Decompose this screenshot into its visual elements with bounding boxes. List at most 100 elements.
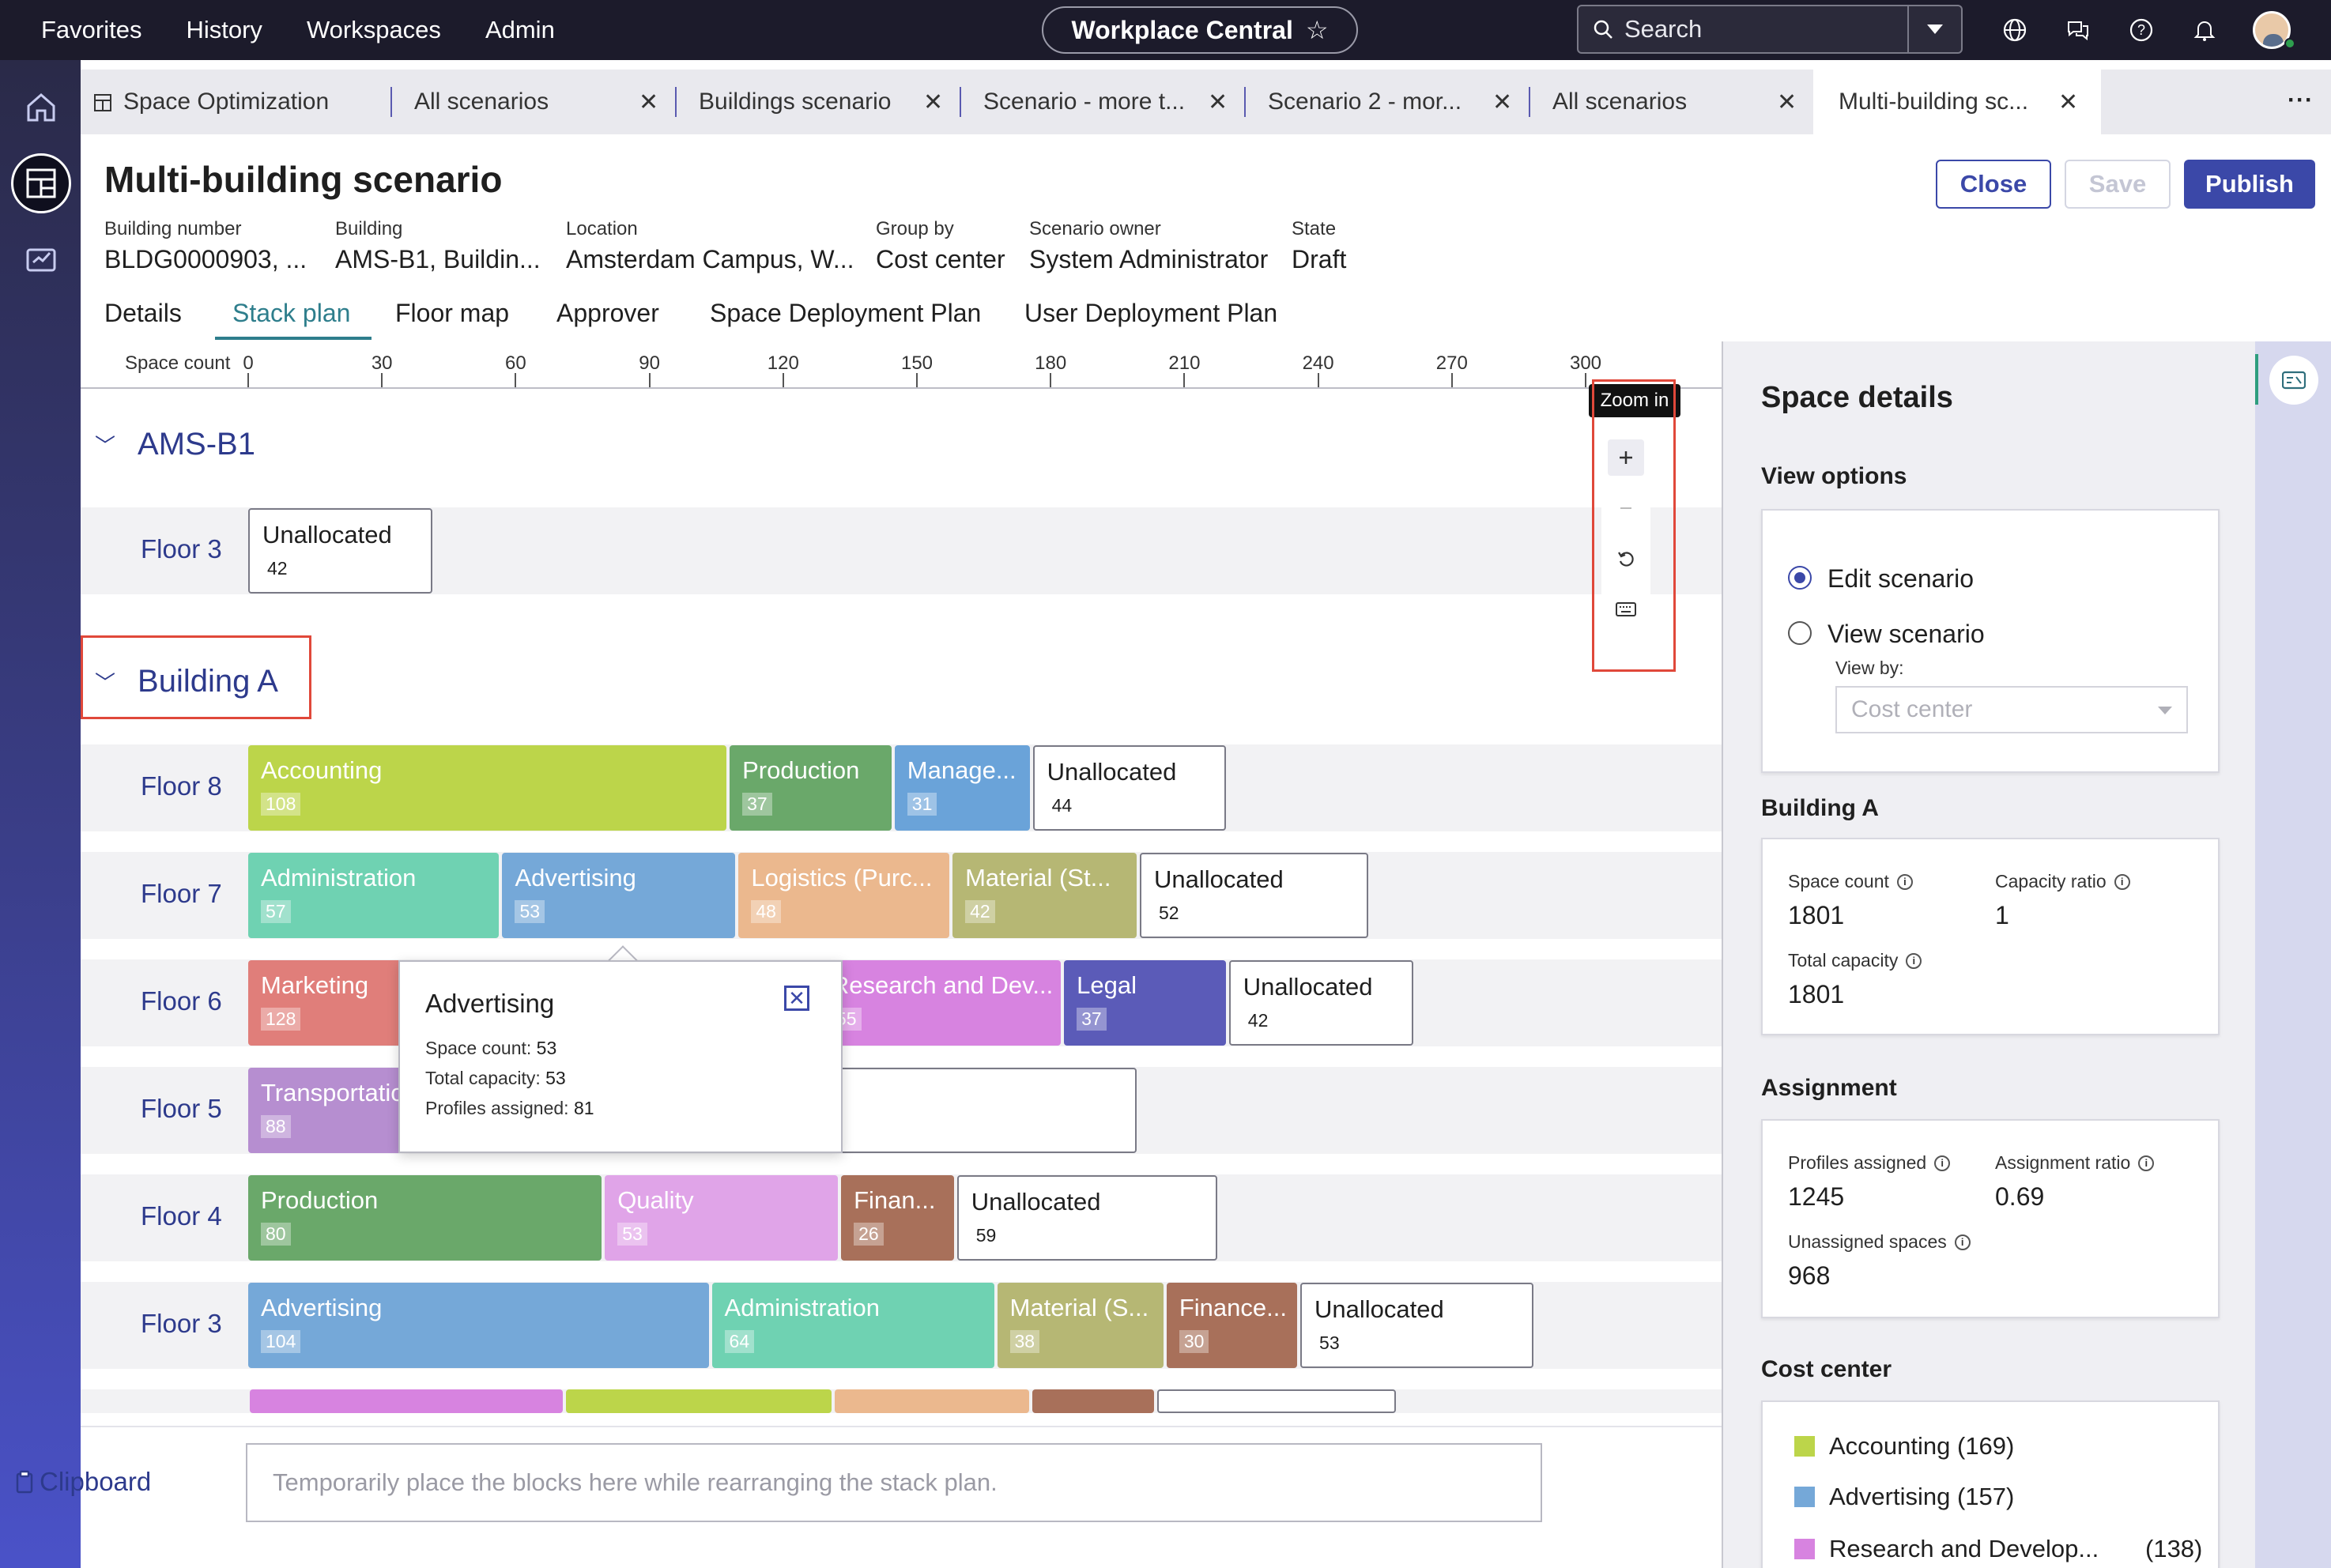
cost-center-block[interactable] [250, 1389, 563, 1413]
unallocated-block[interactable]: Unallocated 42 [1228, 960, 1413, 1046]
info-icon[interactable]: i [2138, 1155, 2155, 1171]
chat-icon[interactable] [2063, 15, 2093, 45]
info-icon[interactable]: i [1896, 873, 1913, 890]
tab-all-scenarios-2[interactable]: All scenarios ✕ [1529, 70, 1813, 134]
tab-scenario-more[interactable]: Scenario - more t... ✕ [960, 70, 1244, 134]
dashboard-icon[interactable] [11, 229, 71, 289]
unallocated-block[interactable]: Unallocated 44 [1032, 745, 1226, 831]
info-icon[interactable]: i [1906, 952, 1922, 969]
star-icon[interactable]: ☆ [1305, 16, 1329, 44]
tab-separator [1529, 87, 1530, 117]
zoom-in-icon[interactable] [1608, 439, 1644, 476]
nav-admin[interactable]: Admin [485, 16, 555, 43]
nav-favorites[interactable]: Favorites [41, 16, 142, 43]
globe-icon[interactable] [2000, 15, 2030, 45]
building-header-ams-b1[interactable]: ﹀ AMS-B1 [95, 427, 255, 462]
cost-center-block[interactable]: Advertising 104 [248, 1283, 709, 1368]
cost-center-block[interactable]: Finan... 26 [841, 1175, 954, 1261]
tab-bar: Space Optimization All scenarios ✕ Build… [81, 70, 2331, 134]
cost-center-block[interactable]: Finance... 30 [1166, 1283, 1298, 1368]
view-scenario-radio[interactable] [1788, 621, 1812, 645]
axis-tick [1585, 373, 1586, 387]
cost-center-block[interactable] [835, 1389, 1029, 1413]
close-icon[interactable]: ✕ [2058, 89, 2079, 115]
cost-center-block[interactable]: Research and Dev... 55 [818, 960, 1062, 1046]
view-scenario-label[interactable]: View scenario [1827, 620, 1985, 648]
legend-item[interactable]: Research and Develop... [1794, 1535, 2099, 1563]
app-title-pill[interactable]: Workplace Central ☆ [1042, 6, 1358, 54]
chevron-down-icon[interactable]: ﹀ [95, 434, 116, 458]
cost-center-block[interactable]: Manage... 31 [894, 745, 1030, 831]
block-details-popover: Advertising ✕ Space count: 53 Total capa… [398, 960, 843, 1153]
axis-tick-label: 30 [371, 352, 393, 374]
cost-center-block[interactable]: Administration 57 [248, 853, 500, 938]
save-button[interactable]: Save [2065, 160, 2171, 209]
global-search[interactable]: Search [1577, 5, 1963, 54]
cost-center-block[interactable] [1032, 1389, 1154, 1413]
bell-icon[interactable] [2190, 15, 2220, 45]
unallocated-block[interactable]: Unallocated 59 [956, 1175, 1217, 1261]
building-header-building-a[interactable]: ﹀ Building A [95, 664, 278, 699]
keyboard-icon[interactable] [1608, 591, 1644, 628]
reset-icon[interactable] [1608, 541, 1644, 577]
subtab-space-deployment-plan[interactable]: Space Deployment Plan [710, 299, 982, 327]
close-button[interactable]: Close [1936, 160, 2051, 209]
tab-all-scenarios-1[interactable]: All scenarios ✕ [390, 70, 675, 134]
cost-center-block[interactable]: Advertising 53 [502, 853, 736, 938]
block-count: 42 [1247, 1010, 1269, 1031]
cost-center-block[interactable]: Legal 37 [1064, 960, 1226, 1046]
subtab-details[interactable]: Details [104, 299, 182, 327]
unallocated-block[interactable]: Unallocated 53 [1300, 1283, 1533, 1368]
subtab-floor-map[interactable]: Floor map [395, 299, 510, 327]
cost-center-block[interactable]: Accounting 108 [248, 745, 727, 831]
tab-buildings-scenario[interactable]: Buildings scenario ✕ [675, 70, 960, 134]
tab-multi-building[interactable]: Multi-building sc... ✕ [1813, 70, 2101, 134]
search-scope-dropdown[interactable] [1907, 6, 1961, 52]
close-icon[interactable]: ✕ [1208, 89, 1228, 115]
cost-center-block[interactable]: Material (St... 42 [952, 853, 1137, 938]
edit-scenario-radio[interactable] [1788, 566, 1812, 590]
publish-button[interactable]: Publish [2184, 160, 2315, 209]
cost-center-block[interactable]: Production 80 [248, 1175, 602, 1261]
info-icon[interactable]: i [1934, 1155, 1951, 1171]
close-icon[interactable]: ✕ [784, 986, 809, 1011]
cost-center-block[interactable]: Administration 64 [711, 1283, 994, 1368]
edit-scenario-label[interactable]: Edit scenario [1827, 564, 1974, 593]
legend-item[interactable]: Accounting (169) [1794, 1432, 2014, 1461]
close-icon[interactable]: ✕ [639, 89, 659, 115]
close-icon[interactable]: ✕ [923, 89, 944, 115]
cost-center-block[interactable]: Material (S... 38 [997, 1283, 1164, 1368]
clipboard-dropzone[interactable]: Temporarily place the blocks here while … [246, 1443, 1542, 1522]
nav-workspaces[interactable]: Workspaces [306, 16, 441, 43]
tab-scenario-2[interactable]: Scenario 2 - mor... ✕ [1244, 70, 1529, 134]
legend-item[interactable]: Advertising (157) [1794, 1483, 2014, 1511]
subtab-user-deployment-plan[interactable]: User Deployment Plan [1024, 299, 1278, 327]
more-tabs-icon[interactable]: ··· [2288, 87, 2314, 113]
unallocated-block[interactable]: Unallocated 52 [1140, 853, 1369, 938]
help-icon[interactable]: ? [2126, 15, 2156, 45]
cost-center-block[interactable] [566, 1389, 832, 1413]
cost-center-block[interactable]: Logistics (Purc... 48 [738, 853, 950, 938]
info-icon[interactable]: i [1954, 1234, 1971, 1250]
info-icon[interactable]: i [2114, 873, 2130, 890]
cost-center-block[interactable]: Production 37 [730, 745, 892, 831]
unallocated-block[interactable] [1157, 1389, 1396, 1413]
unallocated-block[interactable]: Unallocated 42 [248, 508, 432, 594]
home-icon[interactable] [11, 77, 71, 138]
search-input[interactable]: Search [1579, 15, 1907, 43]
zoom-out-icon[interactable] [1608, 490, 1644, 526]
chevron-down-icon[interactable]: ﹀ [95, 671, 116, 695]
page-title: Multi-building scenario [104, 159, 503, 200]
block-name: Manage... [907, 756, 1017, 784]
workspace-icon[interactable] [11, 153, 71, 213]
details-panel-icon[interactable] [2269, 356, 2318, 405]
avatar[interactable] [2253, 11, 2291, 49]
nav-history[interactable]: History [186, 16, 262, 43]
close-icon[interactable]: ✕ [1492, 89, 1513, 115]
view-by-select[interactable]: Cost center [1835, 686, 2188, 733]
tab-space-optimization[interactable]: Space Optimization [81, 70, 390, 134]
subtab-stack-plan[interactable]: Stack plan [232, 299, 351, 327]
cost-center-block[interactable]: Quality 53 [605, 1175, 839, 1261]
subtab-approver[interactable]: Approver [556, 299, 659, 327]
close-icon[interactable]: ✕ [1777, 89, 1797, 115]
